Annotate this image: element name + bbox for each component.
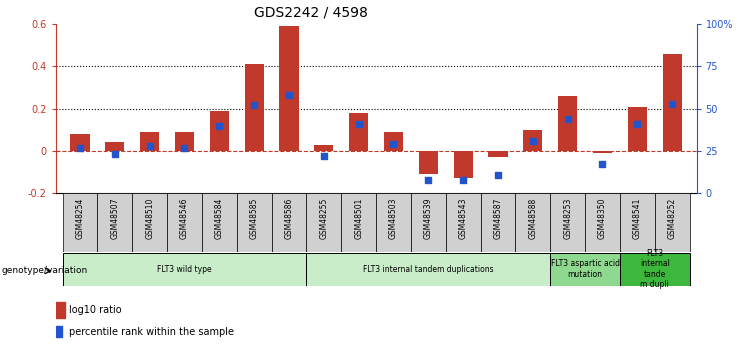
- Text: GSM48543: GSM48543: [459, 198, 468, 239]
- Bar: [210, 111, 229, 151]
- Text: GSM48254: GSM48254: [76, 198, 84, 239]
- Text: GDS2242 / 4598: GDS2242 / 4598: [254, 5, 368, 19]
- Text: GSM48507: GSM48507: [110, 198, 119, 239]
- FancyBboxPatch shape: [446, 193, 481, 252]
- Text: log10 ratio: log10 ratio: [69, 305, 122, 315]
- Text: GSM48253: GSM48253: [563, 198, 572, 239]
- Text: GSM48539: GSM48539: [424, 198, 433, 239]
- Text: GSM48252: GSM48252: [668, 198, 677, 239]
- Bar: [245, 64, 264, 151]
- Text: GSM48586: GSM48586: [285, 198, 293, 239]
- Text: FLT3 aspartic acid
mutation: FLT3 aspartic acid mutation: [551, 259, 619, 279]
- FancyBboxPatch shape: [202, 193, 236, 252]
- Bar: [523, 130, 542, 151]
- Text: GSM48503: GSM48503: [389, 198, 398, 239]
- Point: [492, 172, 504, 177]
- Bar: [628, 107, 647, 151]
- Bar: [70, 134, 90, 151]
- FancyBboxPatch shape: [551, 193, 585, 252]
- FancyBboxPatch shape: [481, 193, 516, 252]
- Point: [248, 102, 260, 108]
- Text: FLT3
internal
tande
m dupli: FLT3 internal tande m dupli: [639, 249, 670, 289]
- Point: [666, 101, 678, 106]
- Point: [527, 138, 539, 144]
- FancyBboxPatch shape: [655, 193, 690, 252]
- Bar: [558, 96, 577, 151]
- FancyBboxPatch shape: [411, 193, 446, 252]
- Text: FLT3 wild type: FLT3 wild type: [157, 265, 212, 274]
- Point: [74, 145, 86, 150]
- Bar: [349, 113, 368, 151]
- FancyBboxPatch shape: [306, 193, 341, 252]
- Text: genotype/variation: genotype/variation: [1, 266, 87, 275]
- FancyBboxPatch shape: [236, 193, 271, 252]
- Text: FLT3 internal tandem duplications: FLT3 internal tandem duplications: [363, 265, 494, 274]
- FancyBboxPatch shape: [516, 193, 551, 252]
- Point: [457, 177, 469, 183]
- Text: GSM48510: GSM48510: [145, 198, 154, 239]
- Bar: [105, 142, 124, 151]
- Point: [283, 92, 295, 98]
- Point: [597, 162, 608, 167]
- FancyBboxPatch shape: [551, 253, 620, 286]
- FancyBboxPatch shape: [620, 193, 655, 252]
- FancyBboxPatch shape: [585, 193, 620, 252]
- FancyBboxPatch shape: [62, 253, 306, 286]
- Bar: [384, 132, 403, 151]
- Text: GSM48585: GSM48585: [250, 198, 259, 239]
- Text: GSM48501: GSM48501: [354, 198, 363, 239]
- FancyBboxPatch shape: [271, 193, 306, 252]
- FancyBboxPatch shape: [306, 253, 551, 286]
- Bar: [140, 132, 159, 151]
- Bar: [488, 151, 508, 157]
- Text: GSM48584: GSM48584: [215, 198, 224, 239]
- FancyBboxPatch shape: [620, 253, 690, 286]
- Text: GSM48587: GSM48587: [494, 198, 502, 239]
- Point: [213, 123, 225, 128]
- Point: [179, 145, 190, 150]
- FancyBboxPatch shape: [376, 193, 411, 252]
- Text: GSM48541: GSM48541: [633, 198, 642, 239]
- Point: [562, 116, 574, 121]
- FancyBboxPatch shape: [97, 193, 132, 252]
- FancyBboxPatch shape: [62, 193, 97, 252]
- Point: [388, 141, 399, 147]
- Point: [144, 143, 156, 149]
- FancyBboxPatch shape: [167, 193, 202, 252]
- Text: GSM48588: GSM48588: [528, 198, 537, 239]
- Bar: [56, 326, 62, 337]
- Bar: [593, 151, 612, 153]
- Bar: [419, 151, 438, 174]
- Point: [318, 153, 330, 159]
- Bar: [175, 132, 194, 151]
- Text: percentile rank within the sample: percentile rank within the sample: [69, 327, 234, 337]
- Point: [631, 121, 643, 127]
- Text: GSM48255: GSM48255: [319, 198, 328, 239]
- Bar: [279, 26, 299, 151]
- Point: [353, 121, 365, 127]
- Point: [109, 151, 121, 157]
- Point: [422, 177, 434, 183]
- FancyBboxPatch shape: [132, 193, 167, 252]
- FancyBboxPatch shape: [341, 193, 376, 252]
- Bar: [314, 145, 333, 151]
- Bar: [662, 54, 682, 151]
- Text: GSM48546: GSM48546: [180, 198, 189, 239]
- Bar: [453, 151, 473, 178]
- Bar: [56, 302, 65, 318]
- Text: GSM48350: GSM48350: [598, 198, 607, 239]
